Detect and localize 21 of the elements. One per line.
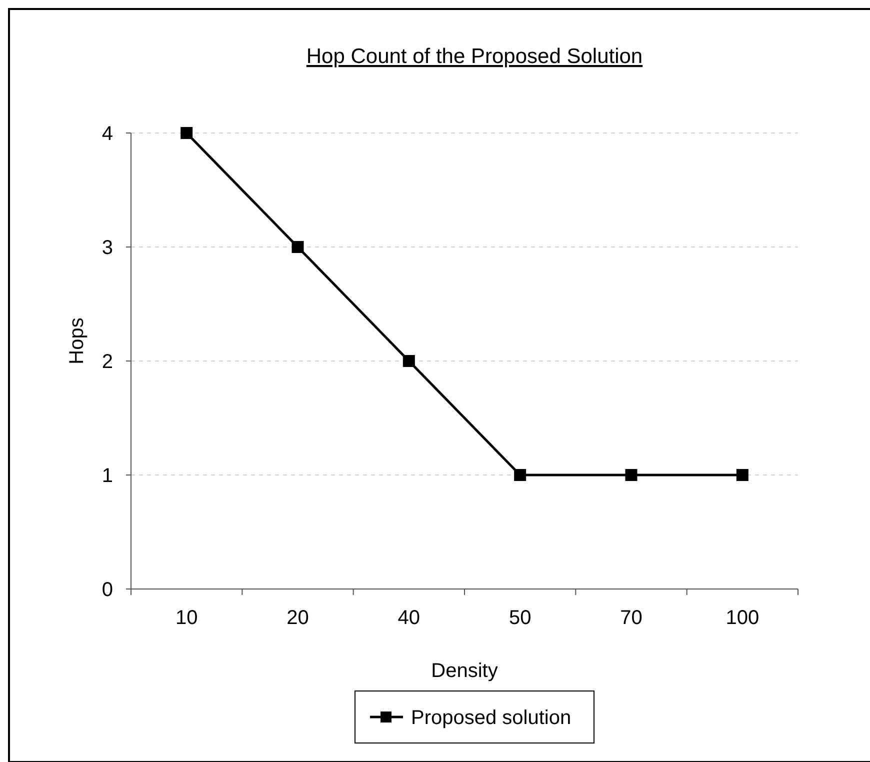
y-tick-label: 2 — [102, 351, 113, 373]
x-tick-label: 50 — [508, 607, 532, 629]
x-tick-label: 40 — [398, 607, 420, 629]
point — [180, 127, 193, 139]
x-tick-label: 100 — [726, 607, 760, 629]
y-tick-label: 3 — [102, 237, 113, 259]
y-tick-label: 0 — [102, 579, 113, 601]
x-tick-label: 20 — [286, 607, 309, 629]
y-tick-label: 4 — [102, 123, 113, 145]
y-axis-title: Hops — [66, 318, 88, 364]
point — [402, 355, 415, 367]
x-axis-title: Density — [431, 660, 498, 682]
point — [292, 241, 304, 253]
x-tick-label: 70 — [620, 607, 642, 629]
y-tick-label: 1 — [102, 465, 113, 487]
chart-title: Hop Count of the Proposed Solution — [306, 45, 643, 68]
point — [736, 469, 748, 481]
point — [514, 469, 526, 481]
point — [625, 469, 638, 481]
x-tick-label: 10 — [175, 607, 198, 629]
legend-label: Proposed solution — [411, 707, 572, 729]
